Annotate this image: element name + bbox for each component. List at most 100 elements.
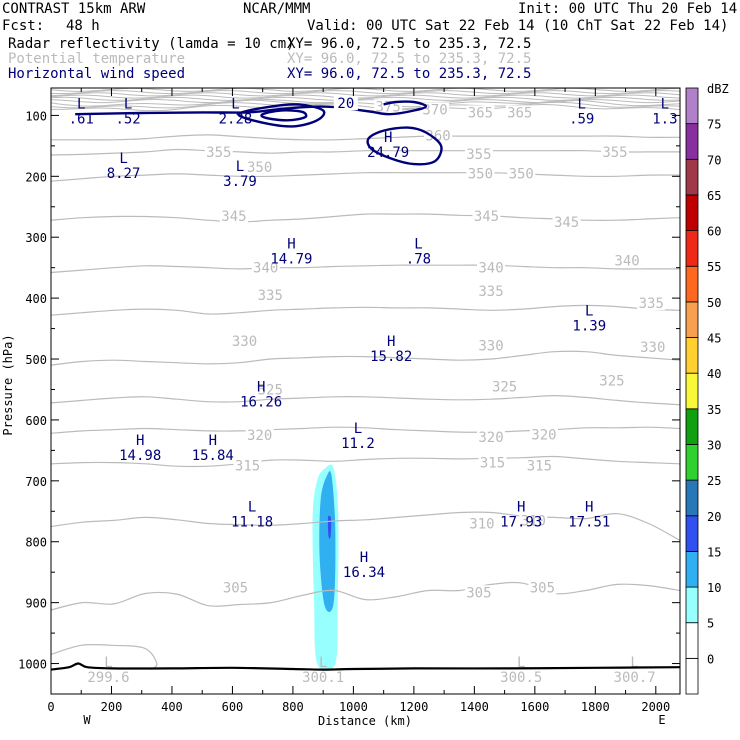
x-tick-label: 1400	[460, 700, 489, 714]
colorbar-unit: dBZ	[707, 82, 729, 96]
theta-label: 325	[599, 373, 624, 389]
header: CONTRAST 15km ARW NCAR/MMM Init: 00 UTC …	[2, 1, 737, 82]
x-tick-label: 1600	[520, 700, 549, 714]
theta-320	[50, 426, 681, 434]
wind-extremum-letter: H	[257, 380, 265, 396]
theta-label: 340	[253, 261, 278, 277]
colorbar-label: 75	[707, 118, 721, 132]
wind-extremum-letter: L	[77, 96, 85, 112]
x-tick-label: 800	[282, 700, 304, 714]
y-tick-label: 1000	[18, 658, 47, 672]
theta-label: 355	[602, 145, 627, 161]
theta-label-bg	[552, 214, 581, 229]
upper-isentrope	[50, 96, 681, 101]
wind-extremum-letter: L	[414, 236, 422, 252]
wind-extremum-value: 11.18	[231, 515, 273, 531]
theta-label: 365	[468, 105, 493, 121]
theta-label: 350	[468, 166, 493, 182]
theta-label-bg	[505, 105, 534, 120]
colorbar-box	[685, 622, 699, 659]
x-tick-label: 1800	[581, 700, 610, 714]
wind-extremum-letter: H	[585, 500, 593, 516]
theta-label-bg	[600, 144, 629, 159]
wind-extremum-value: 1.3	[652, 111, 677, 127]
x-tick-label: 2000	[641, 700, 670, 714]
theta-315	[50, 455, 681, 468]
wind-extremum-value: 17.93	[500, 515, 542, 531]
wind-extremum-value: 17.51	[568, 515, 610, 531]
field-1-name: Radar reflectivity (lamda = 10 cm)	[8, 36, 295, 52]
wind-extremum-value: .59	[569, 111, 594, 127]
colorbar-box	[685, 515, 699, 552]
theta-label: 325	[258, 382, 283, 398]
wind-extremum-letter: L	[354, 421, 362, 437]
y-tick-label: 800	[25, 536, 47, 550]
theta-label: 345	[474, 209, 499, 225]
theta-label-bg	[251, 260, 280, 275]
colorbar-box	[685, 194, 699, 231]
wind-extremum-value: .61	[69, 111, 94, 127]
field-2-name: Potential temperature	[8, 51, 185, 67]
colorbar-box	[685, 265, 699, 303]
theta-extremum-letter: L	[630, 655, 638, 671]
wind-extremum-value: 14.79	[270, 251, 312, 267]
y-tick-label: 400	[25, 292, 47, 306]
theta-label: 345	[554, 215, 579, 231]
theta-label-bg	[528, 580, 557, 595]
theta-label-bg	[230, 333, 259, 348]
theta-label-bg	[256, 288, 285, 303]
colorbar-label: 15	[707, 545, 721, 559]
theta-label: 335	[478, 284, 503, 300]
theta-label: 330	[232, 334, 257, 350]
upper-isentrope	[50, 87, 681, 92]
theta-label: 315	[480, 456, 505, 472]
colorbar-box	[685, 586, 699, 624]
colorbar-label: 5	[707, 617, 714, 631]
theta-extremum-value: 300.1	[302, 670, 344, 686]
theta-335	[50, 304, 681, 316]
wind-extremum-letter: H	[360, 550, 368, 566]
east-label: E	[658, 713, 665, 727]
theta-label-bg	[507, 166, 536, 181]
theta-extremum-letter: L	[517, 655, 525, 671]
theta-label-bg	[490, 379, 519, 394]
theta-label: 305	[223, 580, 248, 596]
wind-extremum-letter: H	[287, 236, 295, 252]
colorbar-label: 55	[707, 260, 721, 274]
theta-label-bg	[424, 128, 453, 143]
y-axis-label: Pressure (hPa)	[1, 334, 15, 435]
colorbar-label: 50	[707, 296, 721, 310]
theta-label-bg	[221, 580, 250, 595]
colorbar-label: 25	[707, 474, 721, 488]
theta-label: 310	[469, 516, 494, 532]
theta-label: 320	[478, 430, 503, 446]
theta-label-bg	[256, 382, 285, 397]
theta-label-bg	[638, 339, 667, 354]
plot-frame	[50, 87, 681, 695]
theta-label-bg	[525, 458, 554, 473]
theta-label-bg	[597, 373, 626, 388]
theta-low-contour	[50, 643, 158, 671]
wind-extremum-value: 11.2	[341, 436, 375, 452]
theta-310	[50, 511, 681, 542]
colorbar-box	[685, 372, 699, 410]
theta-label-bg	[233, 458, 262, 473]
theta-325	[50, 394, 681, 406]
theta-label-bg	[204, 144, 233, 159]
theta-label: 345	[221, 209, 246, 225]
org-label: NCAR/MMM	[243, 1, 310, 17]
wind-extremum-letter: L	[248, 500, 256, 516]
wind-contours: 20	[75, 96, 443, 166]
y-axis: 100 200 300 400 500 600 700 800 900 1000	[18, 109, 680, 672]
theta-label-bg	[613, 253, 642, 268]
theta-label: 310	[521, 513, 546, 529]
colorbar-box	[685, 337, 699, 374]
wind-extremum-letter: H	[384, 130, 392, 146]
wind-extremum-letter: H	[136, 433, 144, 449]
forecast-label: Fcst:	[2, 18, 44, 34]
theta-label: 355	[466, 147, 491, 163]
ground-line	[50, 662, 681, 671]
